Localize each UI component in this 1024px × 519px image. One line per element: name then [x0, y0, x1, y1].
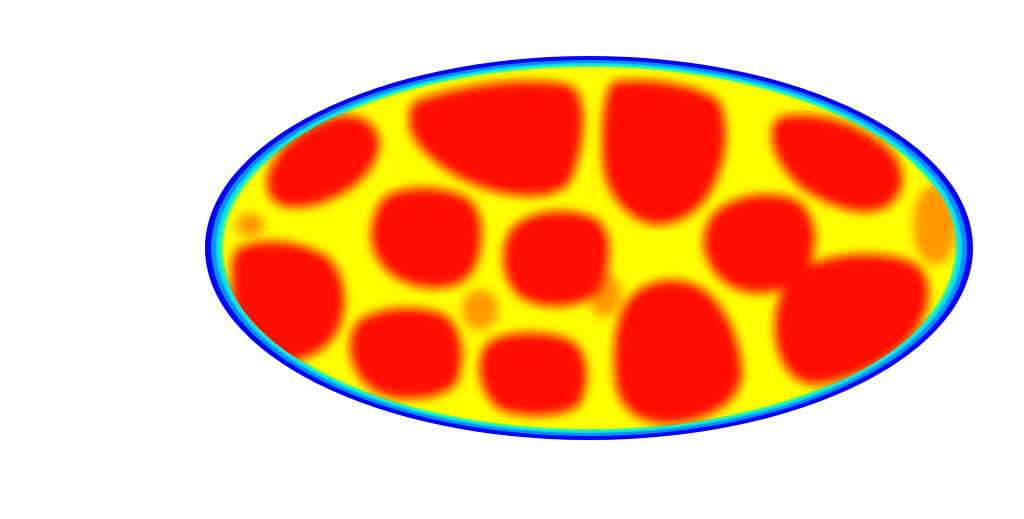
cell: [614, 280, 742, 424]
cell: [371, 187, 482, 288]
channel-highlight: [460, 359, 472, 393]
field-interior: [231, 80, 957, 424]
junction-patch: [462, 290, 498, 330]
cell: [409, 81, 584, 196]
cell: [602, 80, 726, 225]
cell: [775, 254, 929, 385]
junction-patch: [913, 185, 957, 265]
cell: [503, 211, 610, 307]
channel-highlights: [388, 89, 598, 393]
cell: [350, 308, 462, 399]
cell: [479, 332, 587, 416]
cell: [771, 114, 903, 212]
channel-highlight: [590, 89, 598, 191]
junction-patch: [236, 213, 264, 237]
cell-group: [231, 80, 929, 424]
junction-group: [236, 185, 957, 330]
cell: [231, 241, 345, 362]
channel-highlight: [388, 149, 398, 182]
cell: [703, 194, 815, 294]
